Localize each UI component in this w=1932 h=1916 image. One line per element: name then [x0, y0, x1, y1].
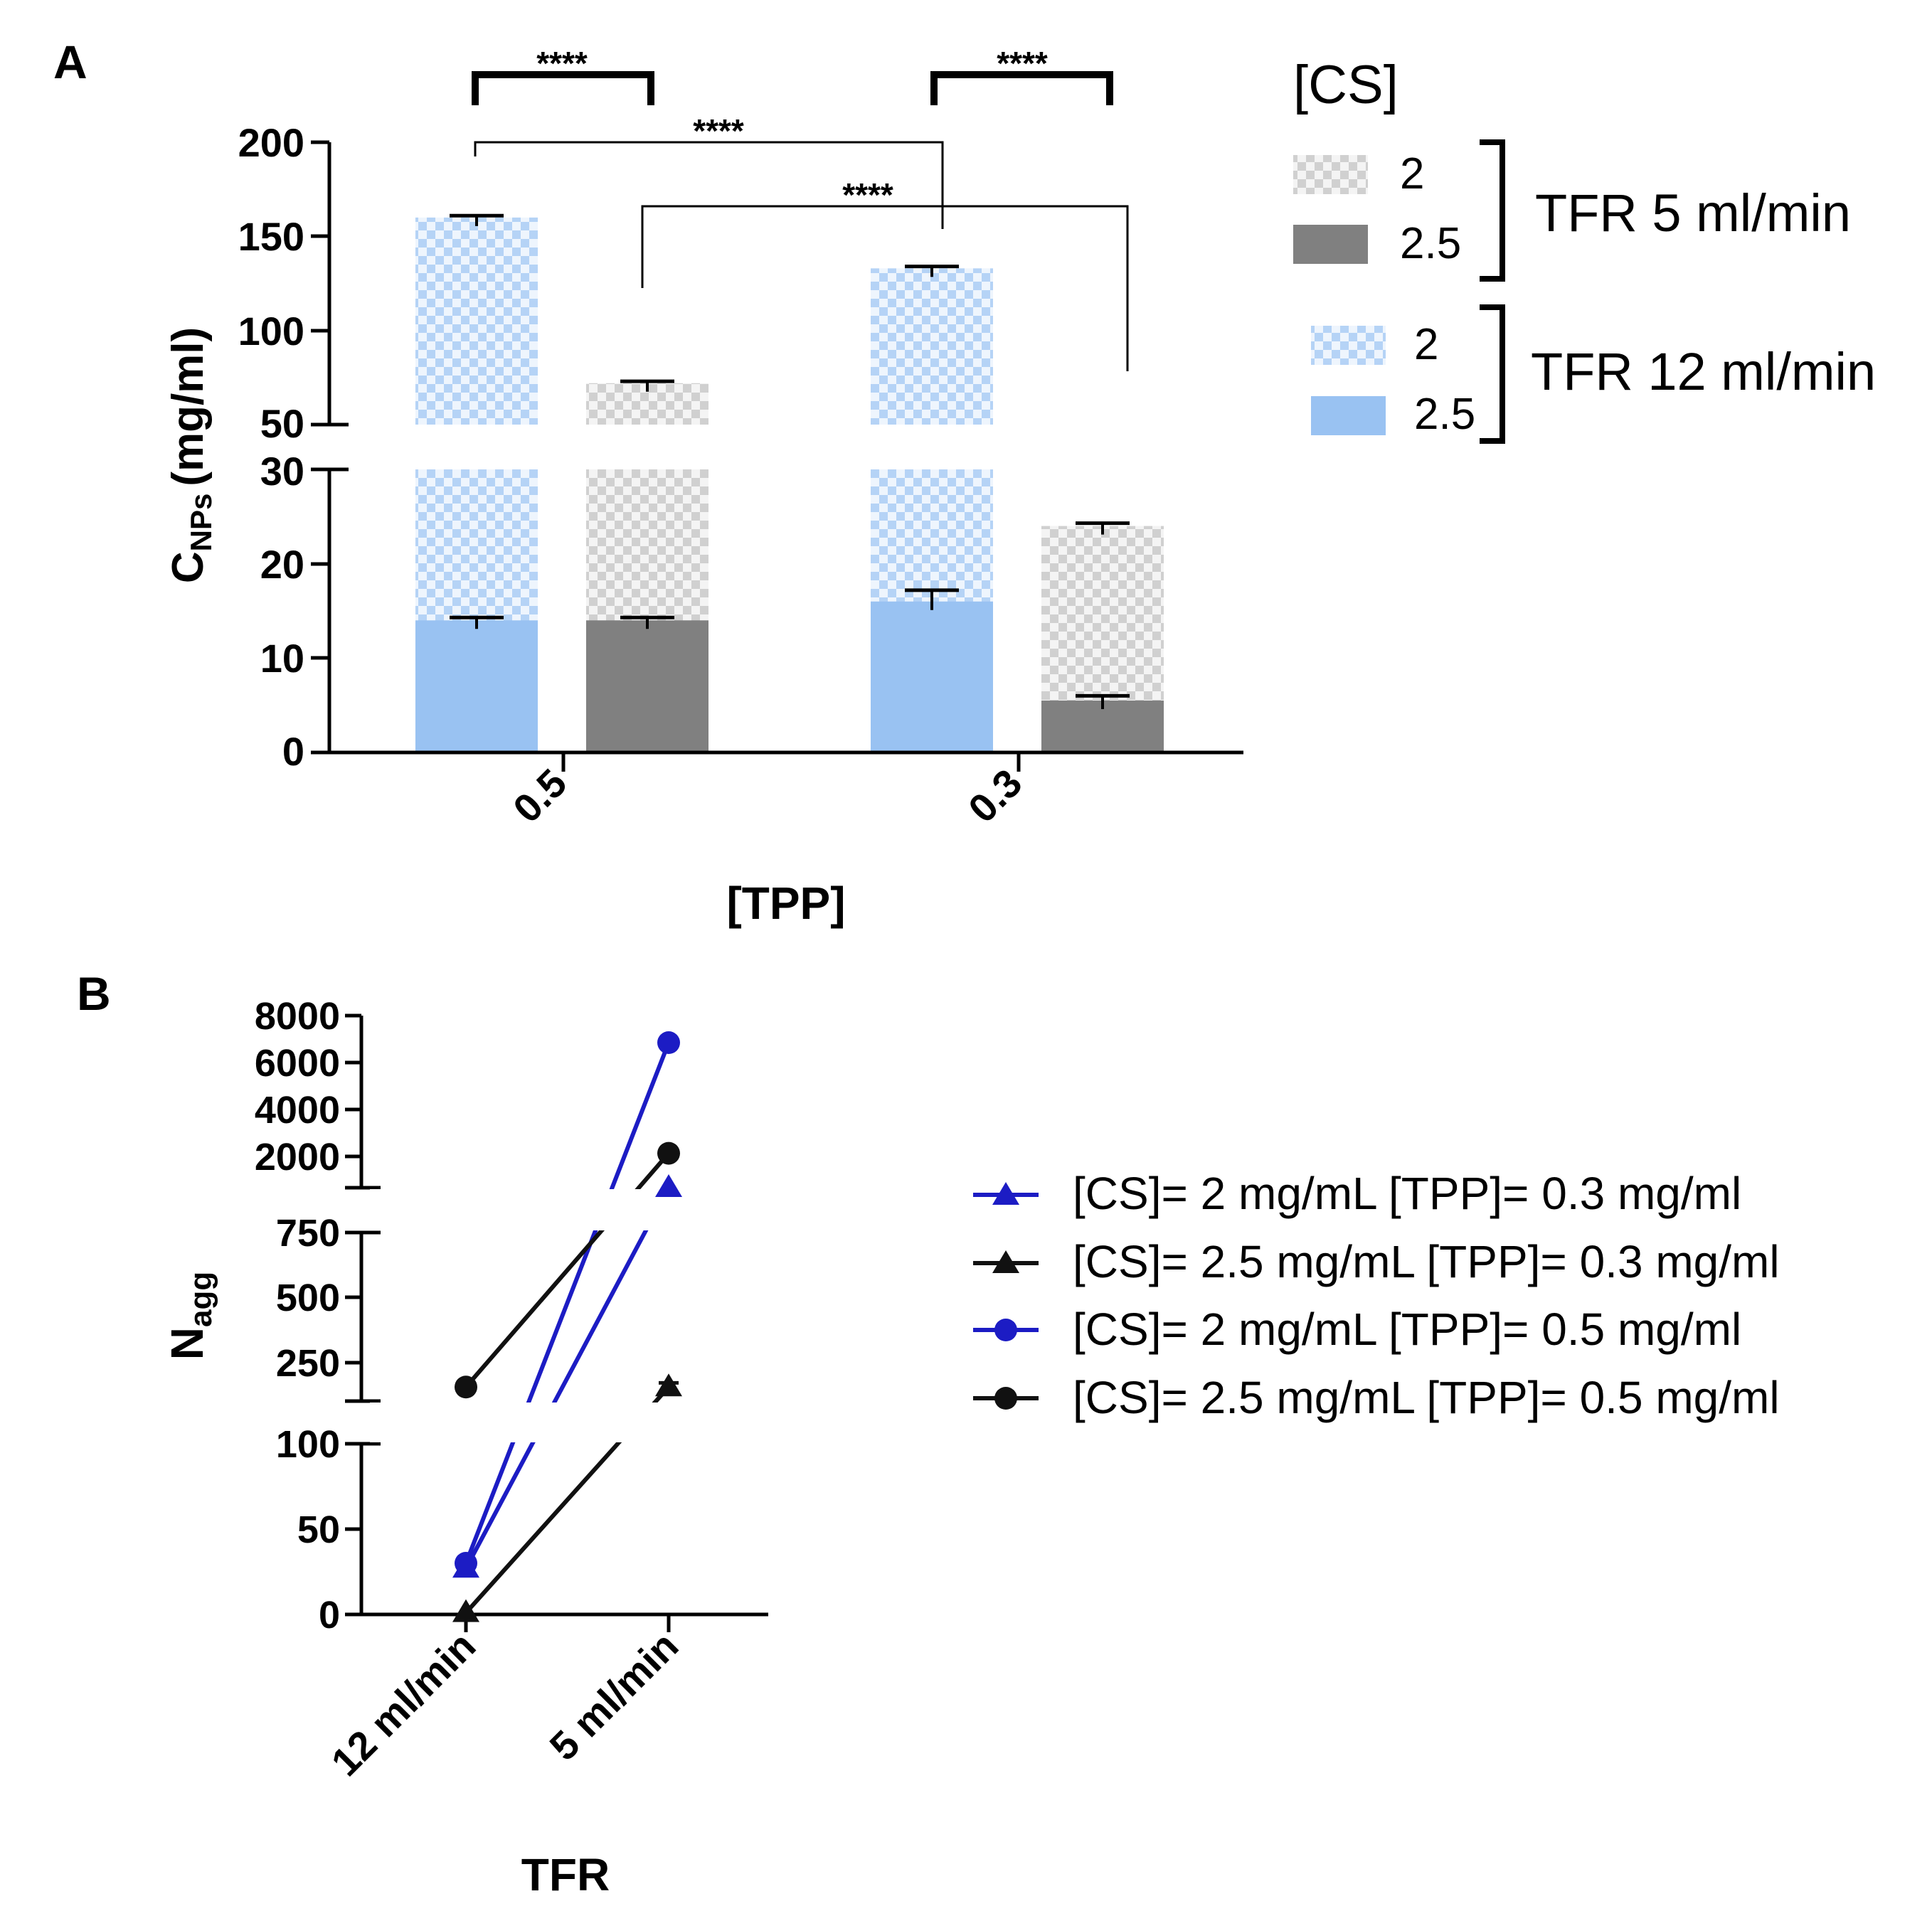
data-point-circle [455, 1552, 477, 1575]
legend-entry: 2 [1400, 149, 1424, 198]
panel-b-label: B [77, 967, 111, 1020]
bar-cs2-5 [871, 601, 993, 752]
bracket-cross-1 [474, 141, 944, 229]
y-tick-label: 200 [238, 120, 304, 165]
significance-brackets [472, 71, 1129, 371]
data-point-triangle [452, 1599, 479, 1622]
y-tick-label: 10 [260, 636, 304, 681]
bar-cs2-5 [1041, 701, 1164, 752]
y-tick-label: 500 [276, 1277, 340, 1319]
legend-circle-marker [994, 1319, 1017, 1341]
bar-upper-segment [871, 268, 993, 425]
y-tick-label: 30 [260, 449, 304, 494]
panel-a-y-axis [311, 140, 349, 755]
panel-a: A 200 150 100 50 30 20 10 0 CNPs(mg/ml) [53, 36, 1876, 929]
panel-b-y-label: Nagg [161, 1272, 218, 1360]
panel-b-legend: [CS]= 2 mg/mL [TPP]= 0.3 mg/ml [CS]= 2.5… [973, 1168, 1780, 1423]
sig-label: **** [693, 112, 744, 149]
y-tick-label: 20 [260, 542, 304, 587]
legend-swatch-tfr5-cs2 [1293, 155, 1368, 194]
sig-label: **** [842, 176, 893, 213]
bracket-0-5 [472, 71, 654, 105]
legend-entry: 2.5 [1414, 390, 1475, 439]
legend-entry: [CS]= 2.5 mg/mL [TPP]= 0.3 mg/ml [1073, 1236, 1780, 1287]
bar-upper-segment [415, 217, 538, 425]
y-tick-label: 50 [297, 1508, 340, 1551]
panel-b-y-axis [345, 1013, 381, 1617]
legend-circle-marker [994, 1387, 1017, 1410]
panel-a-x-label: [TPP] [726, 878, 845, 929]
x-tick-label-12: 12 ml/min [322, 1623, 484, 1784]
y-tick-label: 50 [260, 401, 304, 446]
y-tick-label: 150 [238, 214, 304, 259]
data-point-circle [657, 1141, 680, 1165]
data-point-circle [455, 1375, 477, 1399]
series-line [464, 1041, 671, 1565]
bracket-0-3 [930, 71, 1113, 105]
y-tick-label: 4000 [255, 1089, 340, 1132]
data-point-circle [657, 1031, 680, 1055]
significance-labels: **** **** **** **** [536, 45, 1048, 213]
sig-label: **** [536, 45, 588, 82]
legend-swatch-tfr12-cs2 [1311, 326, 1386, 365]
panel-b-y-tick-labels: 8000 6000 4000 2000 750 500 250 100 50 0 [255, 995, 340, 1636]
legend-swatch-tfr12-cs2-5 [1311, 396, 1386, 435]
y-tick-label: 0 [282, 729, 304, 774]
legend-group-label-tfr5: TFR 5 ml/min [1535, 183, 1851, 243]
panel-b-x-label: TFR [521, 1849, 610, 1900]
legend-triangle-marker [992, 1250, 1019, 1273]
axis-break-gap [370, 1403, 754, 1442]
axis-break-gap [370, 1189, 754, 1230]
sig-label: **** [997, 45, 1048, 82]
y-tick-label: 6000 [255, 1042, 340, 1085]
y-tick-label: 100 [238, 309, 304, 353]
legend-entry: [CS]= 2.5 mg/mL [TPP]= 0.5 mg/ml [1073, 1372, 1780, 1423]
legend-title: [CS] [1293, 55, 1398, 115]
legend-entry: [CS]= 2 mg/mL [TPP]= 0.3 mg/ml [1073, 1168, 1741, 1219]
panel-b-series [370, 1031, 754, 1622]
bar-cs2-5 [415, 620, 538, 752]
panel-b: B 8000 6000 4000 2000 750 500 25 [77, 967, 1780, 1900]
legend-entry: 2.5 [1400, 219, 1461, 268]
y-tick-label: 100 [276, 1423, 340, 1466]
legend-triangle-marker [992, 1182, 1019, 1205]
legend-swatch-tfr5-cs2-5 [1293, 225, 1368, 264]
legend-group-label-tfr12: TFR 12 ml/min [1531, 342, 1876, 401]
y-tick-label: 750 [276, 1212, 340, 1255]
panel-a-y-tick-labels: 200 150 100 50 30 20 10 0 [238, 120, 304, 774]
data-point-triangle [655, 1373, 682, 1397]
legend-bracket-tfr12 [1480, 304, 1505, 444]
legend-entry: [CS]= 2 mg/mL [TPP]= 0.5 mg/ml [1073, 1304, 1741, 1355]
y-tick-label: 250 [276, 1342, 340, 1385]
panel-a-bars [415, 213, 1164, 752]
legend-entry: 2 [1414, 320, 1438, 369]
y-tick-label: 2000 [255, 1136, 340, 1178]
y-tick-label: 8000 [255, 995, 340, 1038]
bracket-cross-2 [641, 205, 1129, 371]
series-line [464, 1151, 671, 1389]
legend-bracket-tfr5 [1480, 139, 1505, 282]
bar-cs2-5 [586, 620, 708, 752]
panel-a-legend: [CS] 2 2.5 TFR 5 ml/min 2 2.5 TFR 12 ml/… [1293, 55, 1876, 444]
data-point-triangle [655, 1174, 682, 1197]
x-tick-label-5: 5 ml/min [541, 1623, 686, 1769]
series-line [464, 1186, 671, 1570]
panel-a-y-label: CNPs(mg/ml) [164, 327, 218, 583]
y-tick-label: 0 [319, 1594, 340, 1636]
panel-a-label: A [53, 36, 87, 88]
